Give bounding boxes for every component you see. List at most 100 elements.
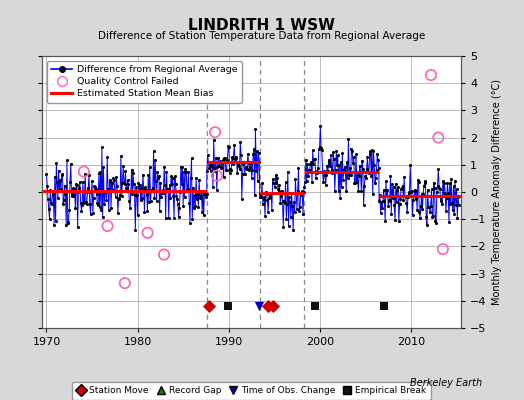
- Point: [133, 192, 141, 198]
- Text: LINDRITH 1 WSW: LINDRITH 1 WSW: [189, 18, 335, 33]
- Point: [259, 194, 268, 200]
- Point: [189, 184, 197, 191]
- Point: [147, 187, 156, 193]
- Point: [376, 210, 385, 216]
- Point: [142, 186, 150, 193]
- Point: [121, 168, 129, 174]
- Point: [180, 169, 188, 175]
- Point: [139, 186, 148, 192]
- Point: [207, 161, 215, 167]
- Point: [346, 172, 355, 178]
- Point: [300, 189, 308, 195]
- Point: [120, 180, 128, 186]
- Point: [402, 200, 411, 206]
- Point: [430, 180, 438, 186]
- Point: [406, 162, 414, 169]
- Point: [381, 218, 389, 224]
- Point: [319, 179, 328, 186]
- Point: [210, 136, 218, 143]
- Point: [270, 180, 278, 186]
- Point: [410, 193, 418, 199]
- Point: [433, 189, 441, 196]
- Point: [420, 180, 429, 186]
- Point: [42, 171, 51, 177]
- Point: [168, 175, 177, 182]
- Point: [254, 178, 262, 184]
- Point: [127, 189, 135, 196]
- Point: [399, 196, 408, 203]
- Point: [121, 280, 129, 286]
- Point: [404, 193, 412, 200]
- Point: [351, 179, 359, 186]
- Point: [445, 180, 454, 186]
- Point: [432, 220, 440, 226]
- Point: [263, 191, 271, 197]
- Point: [411, 196, 420, 202]
- Point: [418, 191, 426, 197]
- Point: [341, 168, 350, 174]
- Point: [339, 177, 347, 183]
- Point: [441, 190, 450, 197]
- Point: [273, 175, 281, 181]
- Point: [373, 151, 381, 157]
- Point: [356, 162, 364, 169]
- Point: [368, 147, 376, 154]
- Point: [356, 169, 365, 176]
- Point: [109, 175, 117, 182]
- Point: [315, 144, 324, 151]
- Point: [383, 187, 391, 194]
- Point: [58, 171, 66, 178]
- Point: [46, 187, 54, 194]
- Point: [195, 176, 203, 183]
- Point: [45, 206, 53, 213]
- Point: [165, 182, 173, 188]
- Point: [221, 155, 230, 161]
- Point: [324, 168, 332, 174]
- Point: [261, 189, 270, 195]
- Point: [52, 160, 61, 166]
- Point: [310, 156, 319, 162]
- Point: [102, 197, 111, 204]
- Point: [174, 214, 183, 220]
- Point: [415, 209, 423, 216]
- Point: [141, 184, 149, 191]
- Point: [92, 186, 100, 192]
- Point: [219, 157, 227, 163]
- Point: [434, 134, 443, 141]
- Point: [153, 169, 161, 175]
- Point: [417, 203, 425, 209]
- Point: [208, 163, 216, 170]
- Point: [192, 174, 200, 181]
- Point: [390, 202, 398, 208]
- Point: [145, 198, 153, 205]
- Point: [296, 204, 304, 210]
- Point: [279, 224, 288, 230]
- Point: [236, 139, 245, 145]
- Point: [439, 178, 447, 185]
- Point: [73, 182, 81, 188]
- Point: [329, 149, 337, 156]
- Point: [309, 161, 318, 167]
- Point: [200, 212, 208, 218]
- Point: [437, 194, 445, 200]
- Point: [261, 212, 269, 219]
- Point: [344, 136, 353, 142]
- Point: [358, 166, 367, 172]
- Point: [68, 191, 76, 197]
- Point: [204, 159, 213, 165]
- Point: [172, 192, 181, 199]
- Point: [379, 198, 387, 204]
- Point: [277, 193, 285, 200]
- Point: [428, 214, 436, 221]
- Point: [255, 158, 264, 165]
- Point: [84, 184, 92, 191]
- Point: [244, 151, 252, 157]
- Point: [353, 179, 361, 186]
- Point: [63, 220, 72, 226]
- Point: [203, 152, 212, 158]
- Point: [134, 180, 143, 186]
- Point: [151, 178, 160, 184]
- Point: [395, 218, 403, 224]
- Point: [69, 185, 77, 191]
- Point: [240, 160, 248, 166]
